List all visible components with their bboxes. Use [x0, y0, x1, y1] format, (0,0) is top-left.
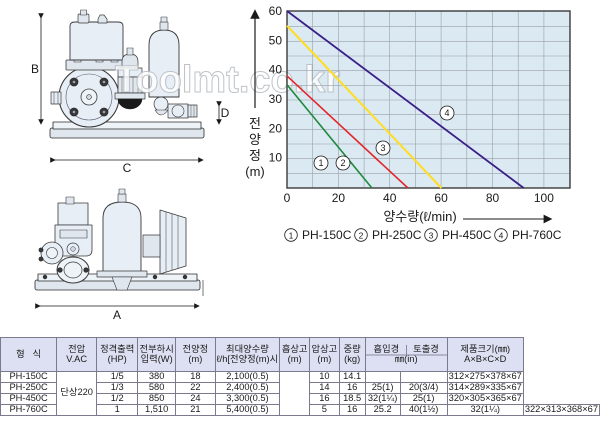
svg-text:2: 2: [340, 158, 345, 168]
svg-text:20: 20: [332, 191, 346, 205]
svg-text:(m): (m): [245, 164, 265, 179]
svg-text:1: 1: [289, 231, 294, 241]
svg-text:C: C: [123, 161, 132, 175]
svg-text:100: 100: [534, 191, 554, 205]
svg-text:PH-760C: PH-760C: [512, 228, 562, 242]
svg-text:D: D: [221, 106, 230, 120]
svg-text:40: 40: [383, 191, 397, 205]
svg-text:60: 60: [269, 4, 283, 18]
svg-text:10: 10: [269, 151, 283, 165]
svg-text:40: 40: [269, 63, 283, 77]
svg-text:정: 정: [249, 148, 261, 163]
svg-text:60: 60: [434, 191, 448, 205]
svg-text:3: 3: [429, 231, 434, 241]
svg-text:20: 20: [269, 121, 283, 135]
svg-text:2: 2: [359, 231, 364, 241]
svg-text:PH-450C: PH-450C: [442, 228, 492, 242]
svg-text:1: 1: [318, 158, 323, 168]
svg-text:4: 4: [444, 108, 449, 118]
svg-text:전: 전: [249, 116, 261, 131]
svg-text:4: 4: [499, 231, 504, 241]
svg-text:PH-250C: PH-250C: [372, 228, 422, 242]
svg-text:A: A: [113, 308, 121, 322]
svg-text:0: 0: [284, 191, 291, 205]
svg-text:3: 3: [380, 143, 385, 153]
svg-text:PH-150C: PH-150C: [302, 228, 352, 242]
svg-text:80: 80: [486, 191, 500, 205]
svg-text:B: B: [31, 62, 39, 76]
svg-text:30: 30: [269, 92, 283, 106]
svg-text:양: 양: [249, 132, 261, 147]
svg-text:50: 50: [269, 33, 283, 47]
svg-text:양수량(ℓ/min): 양수량(ℓ/min): [383, 209, 456, 224]
